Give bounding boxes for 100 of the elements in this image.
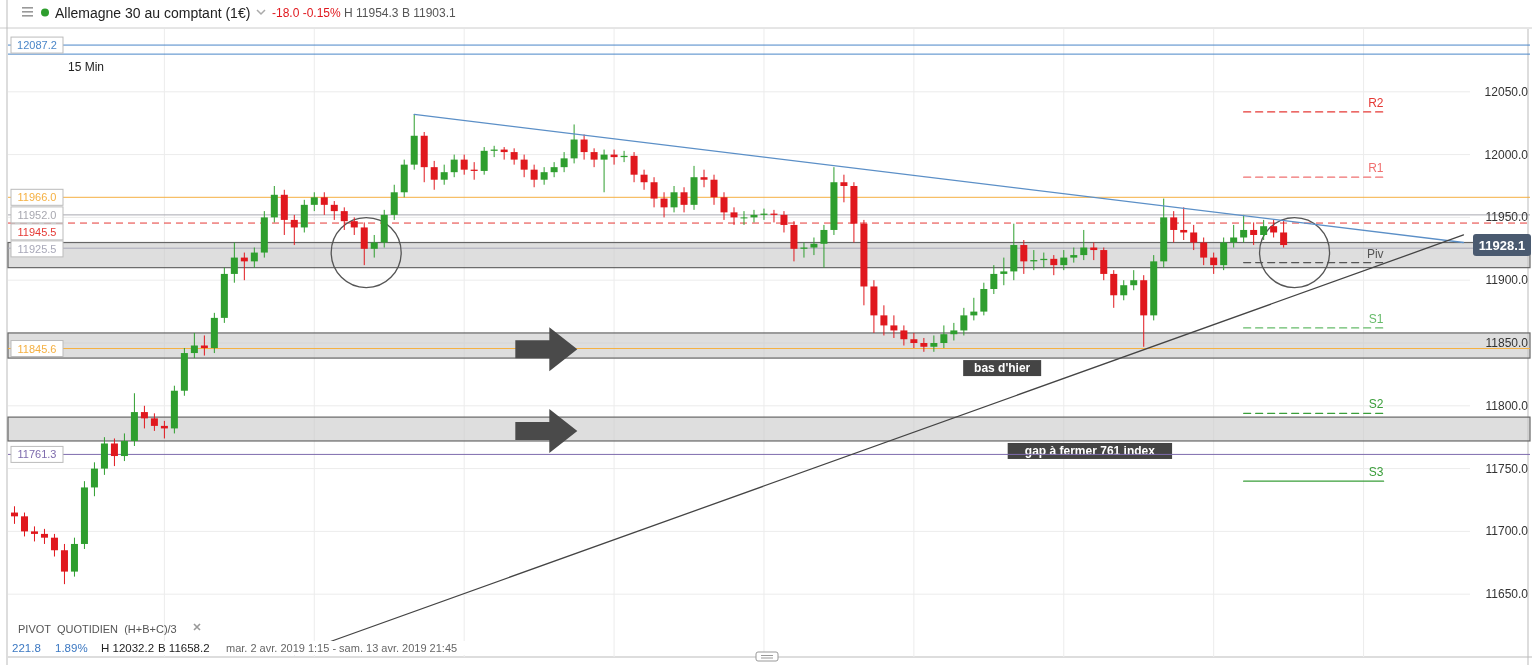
candlestick: [1000, 257, 1008, 286]
candlestick: [700, 169, 708, 188]
candlestick: [1020, 239, 1028, 275]
annotation: H 12032.2: [101, 642, 155, 654]
ref-line-label: 11845.6: [17, 342, 57, 355]
candlestick: [370, 234, 378, 259]
candlestick: [580, 134, 588, 161]
candlestick: [980, 282, 988, 316]
candlestick: [910, 332, 918, 349]
candlestick: [600, 149, 608, 193]
ref-line-label: 11761.3: [17, 448, 57, 461]
candlestick: [360, 221, 368, 266]
candlestick: [320, 191, 328, 216]
candlestick: [880, 304, 888, 336]
candlestick: [310, 191, 318, 212]
candlestick: [920, 337, 928, 353]
annotation: 11928.1: [1478, 237, 1526, 253]
band-label: bas d'hier: [974, 361, 1031, 376]
candlestick: [540, 166, 548, 186]
candlestick: [110, 437, 118, 467]
candlestick: [890, 314, 898, 339]
y-tick-label: 11850.0: [1485, 336, 1529, 350]
candlestick: [250, 247, 258, 269]
y-tick-label: 11950.0: [1485, 210, 1529, 225]
y-tick-label: 11900.0: [1485, 273, 1529, 288]
y-tick-label: 11650.0: [1485, 587, 1529, 602]
candlestick: [1250, 221, 1258, 246]
candlestick: [650, 176, 658, 208]
candlestick: [590, 147, 598, 168]
candlestick: [480, 146, 488, 176]
series-label: S3: [1368, 465, 1384, 480]
chart-subtitle: -18.0 -0.15% H 11954.3 B 11903.1: [272, 6, 457, 20]
candlestick: [680, 186, 688, 213]
candlestick: [940, 324, 948, 349]
candlestick: [950, 322, 958, 341]
candlestick: [810, 237, 818, 256]
candlestick: [460, 154, 468, 176]
ref-line-label: 11945.5: [17, 225, 57, 238]
candlestick: [300, 199, 308, 233]
ref-line-label: 11925.5: [17, 242, 57, 255]
annotation: 15 Min: [68, 60, 105, 74]
candlestick: [1120, 279, 1128, 301]
candlestick: [780, 210, 788, 233]
candlestick: [1130, 269, 1138, 291]
annotation: B 11658.2: [158, 642, 210, 654]
candlestick: [1200, 237, 1208, 266]
candlestick: [990, 264, 998, 295]
candlestick: [560, 151, 568, 173]
annotation: 221.8: [12, 642, 41, 654]
candlestick: [900, 324, 908, 347]
ref-line-label: 11952.0: [17, 208, 57, 221]
candlestick: [90, 461, 98, 497]
candlestick: [140, 405, 148, 429]
y-tick-label: 11750.0: [1485, 461, 1529, 476]
series-label: R1: [1368, 161, 1384, 176]
candlestick: [720, 191, 728, 221]
candlestick: [450, 154, 458, 178]
candlestick: [290, 214, 298, 246]
candlestick: [740, 210, 748, 226]
series-label: Piv: [1366, 246, 1384, 261]
candlestick: [640, 169, 648, 191]
candlestick: [630, 151, 638, 183]
ref-line-label: 12087.2: [17, 39, 57, 52]
y-tick-label: 11700.0: [1485, 524, 1529, 539]
candlestick: [340, 206, 348, 231]
candlestick: [120, 432, 128, 462]
band-label: gap à fermer 761 index: [1024, 443, 1156, 458]
candlestick: [960, 307, 968, 336]
candlestick: [230, 242, 238, 284]
candlestick: [1100, 247, 1108, 281]
ref-line-label: 11966.0: [17, 191, 57, 204]
chart-title: Allemagne 30 au comptant (1€): [55, 5, 251, 21]
candlestick: [190, 332, 198, 359]
candlestick: [1230, 224, 1238, 249]
candlestick: [390, 184, 398, 221]
annotation: 1.89%: [55, 642, 88, 654]
candlestick: [730, 206, 738, 226]
candlestick: [1210, 252, 1218, 275]
candlestick: [1110, 269, 1118, 309]
candlestick: [820, 224, 828, 269]
series-label: S2: [1368, 397, 1384, 412]
candlestick: [930, 334, 938, 353]
candlestick: [1170, 210, 1178, 244]
candlestick: [520, 154, 528, 178]
candlestick: [530, 164, 538, 188]
series-label: R2: [1368, 95, 1384, 110]
candlestick: [670, 185, 678, 213]
y-tick-label: 12050.0: [1484, 84, 1529, 99]
annotation: PIVOT QUOTIDIEN (H+B+C)/3: [18, 623, 177, 635]
candlestick: [20, 512, 28, 537]
candlestick: [550, 161, 558, 178]
series-label: S1: [1368, 311, 1384, 326]
candlestick: [50, 533, 58, 558]
candlestick: [270, 185, 278, 223]
candlestick: [330, 200, 338, 221]
candlestick: [440, 164, 448, 186]
candlestick: [430, 160, 438, 191]
candlestick: [1240, 214, 1248, 244]
candlestick: [1260, 219, 1268, 241]
y-tick-label: 12000.0: [1484, 147, 1529, 162]
